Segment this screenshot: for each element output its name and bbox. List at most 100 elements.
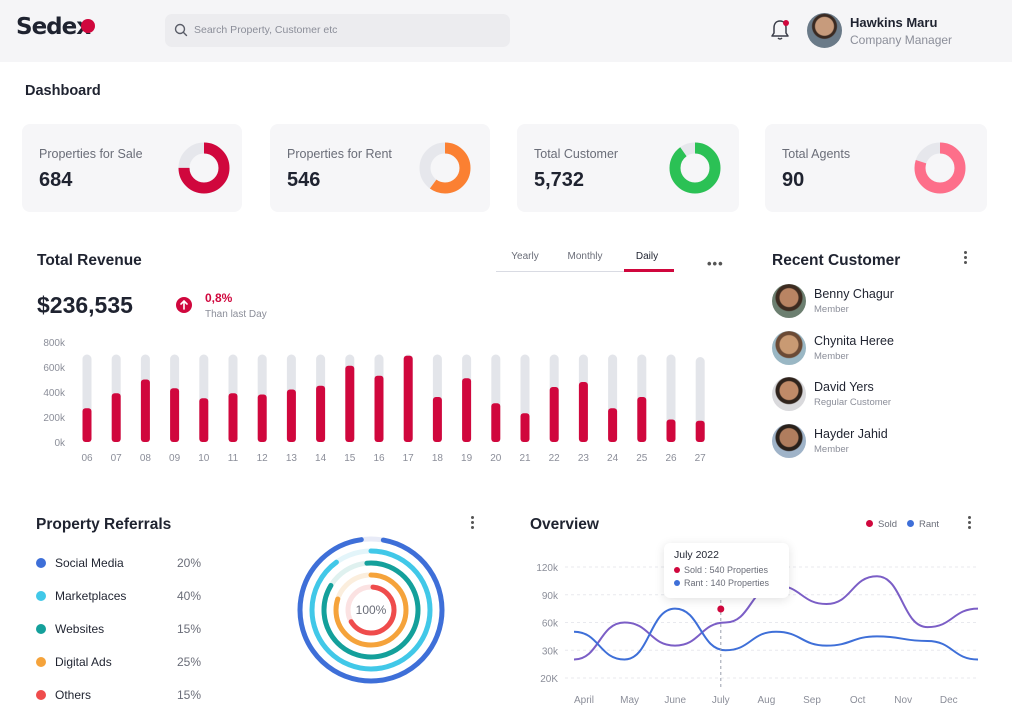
- avatar: [772, 424, 806, 458]
- legend-dot: [36, 591, 46, 601]
- customer-item[interactable]: Chynita Heree Member: [772, 331, 992, 367]
- stat-card-agents[interactable]: Total Agents 90: [765, 124, 987, 212]
- stat-card-rent[interactable]: Properties for Rent 546: [270, 124, 490, 212]
- x-tick-label: 18: [432, 453, 444, 464]
- stat-card-sale[interactable]: Properties for Sale 684: [22, 124, 242, 212]
- y-tick-label: 90k: [542, 591, 559, 602]
- y-tick-label: 120k: [536, 563, 559, 574]
- bar: [549, 387, 559, 442]
- stat-label: Total Agents: [782, 147, 851, 161]
- bar: [578, 382, 588, 442]
- overview-title: Overview: [530, 516, 599, 533]
- bar: [637, 397, 647, 442]
- avatar: [772, 377, 806, 411]
- user-avatar[interactable]: [807, 13, 842, 48]
- search-bar[interactable]: Search Property, Customer etc: [165, 14, 510, 47]
- search-input[interactable]: Search Property, Customer etc: [194, 24, 338, 36]
- bar: [666, 419, 676, 442]
- x-tick-label: July: [712, 695, 730, 706]
- legend-dot: [36, 558, 46, 568]
- bar: [432, 397, 442, 442]
- kebab-menu-icon[interactable]: [968, 516, 972, 531]
- revenue-amount: $236,535: [37, 292, 133, 318]
- x-tick-label: 10: [198, 453, 210, 464]
- x-tick-label: 26: [665, 453, 677, 464]
- x-tick-label: Nov: [894, 695, 912, 706]
- referral-name: Websites: [55, 622, 105, 636]
- radial-center-label: 100%: [356, 603, 387, 617]
- x-tick-label: 22: [549, 453, 561, 464]
- x-tick-label: 20: [490, 453, 502, 464]
- customer-role: Member: [814, 304, 849, 315]
- stat-label: Properties for Rent: [287, 147, 392, 161]
- brand-logo[interactable]: Sedex: [16, 14, 91, 40]
- customer-item[interactable]: Benny Chagur Member: [772, 284, 992, 320]
- bar: [520, 413, 530, 442]
- bar: [608, 408, 618, 442]
- referral-radial-chart: 100%: [297, 536, 445, 684]
- stat-label: Total Customer: [534, 147, 619, 161]
- x-tick-label: Sep: [803, 695, 821, 706]
- revenue-change-note: Than last Day: [205, 309, 267, 320]
- notification-badge: [783, 20, 789, 26]
- x-tick-label: 17: [403, 453, 415, 464]
- logo-mark-icon: [81, 19, 95, 33]
- stat-value: 684: [39, 169, 73, 191]
- stat-label: Properties for Sale: [39, 147, 143, 161]
- tab-daily[interactable]: Daily: [635, 251, 659, 262]
- x-tick-label: 19: [461, 453, 473, 464]
- kebab-menu-icon[interactable]: [471, 516, 475, 531]
- customer-role: Member: [814, 444, 849, 455]
- referral-item: Digital Ads 25%: [36, 654, 206, 670]
- x-tick-label: 25: [636, 453, 648, 464]
- customer-name: Hayder Jahid: [814, 427, 888, 441]
- referral-item: Others 15%: [36, 687, 206, 703]
- bar: [345, 365, 355, 442]
- customer-item[interactable]: David Yers Regular Customer: [772, 377, 992, 413]
- tooltip-rent: Rant : 140 Properties: [674, 578, 769, 588]
- more-options-icon[interactable]: •••: [707, 256, 724, 271]
- x-tick-label: 21: [519, 453, 531, 464]
- customer-item[interactable]: Hayder Jahid Member: [772, 424, 992, 460]
- donut-chart-icon: [914, 142, 966, 194]
- series-line-rant: [573, 607, 979, 661]
- y-tick-label: 20K: [540, 674, 558, 685]
- donut-chart-icon: [669, 142, 721, 194]
- avatar: [772, 284, 806, 318]
- y-tick-label: 60k: [542, 619, 559, 630]
- x-tick-label: 11: [228, 453, 239, 464]
- user-name[interactable]: Hawkins Maru: [850, 15, 938, 30]
- bar: [695, 420, 705, 442]
- y-tick-label: 800k: [43, 338, 66, 349]
- referral-percent: 40%: [177, 589, 202, 603]
- referral-item: Websites 15%: [36, 621, 206, 637]
- y-tick-label: 600k: [43, 363, 66, 374]
- tab-monthly[interactable]: Monthly: [567, 251, 603, 262]
- referral-percent: 25%: [177, 655, 202, 669]
- donut-chart-icon: [419, 142, 471, 194]
- kebab-menu-icon[interactable]: [964, 251, 968, 266]
- period-tabs: Yearly Monthly Daily: [496, 244, 674, 272]
- x-tick-label: 06: [81, 453, 93, 464]
- recent-customer-title: Recent Customer: [772, 252, 901, 269]
- y-tick-label: 0k: [54, 438, 66, 449]
- tab-yearly[interactable]: Yearly: [511, 251, 539, 262]
- search-icon: [174, 23, 188, 37]
- stat-value: 546: [287, 169, 321, 191]
- stat-card-customer[interactable]: Total Customer 5,732: [517, 124, 739, 212]
- x-tick-label: 23: [578, 453, 590, 464]
- bar: [82, 408, 92, 442]
- bar: [228, 393, 238, 442]
- hover-point: [717, 605, 725, 613]
- x-tick-label: Dec: [940, 695, 958, 706]
- legend-rent: Rant: [907, 519, 939, 530]
- customer-name: Benny Chagur: [814, 287, 894, 301]
- x-tick-label: 14: [315, 453, 327, 464]
- revenue-title: Total Revenue: [37, 252, 142, 269]
- bar: [286, 389, 296, 442]
- bar: [111, 393, 121, 442]
- active-tab-indicator: [624, 269, 674, 272]
- stat-value: 5,732: [534, 169, 585, 191]
- legend-dot: [36, 657, 46, 667]
